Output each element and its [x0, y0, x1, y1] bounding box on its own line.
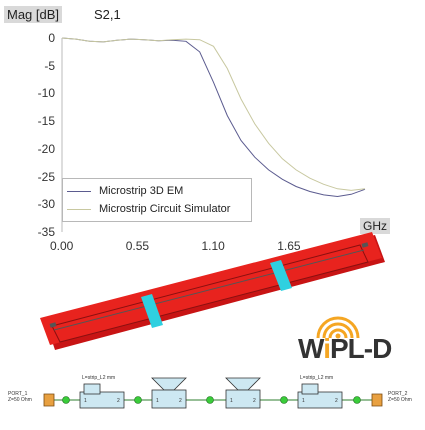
- logo-letter-i: i: [323, 333, 331, 364]
- node-2: [134, 396, 142, 404]
- port1-impedance: Z=50 Ohm: [8, 397, 32, 403]
- port2-impedance: Z=50 Ohm: [388, 397, 412, 403]
- port1-name: PORT_1: [8, 391, 28, 397]
- tline2-pin1: 1: [302, 398, 305, 404]
- node-3: [206, 396, 214, 404]
- tline1-length: L=strip_L2 mm: [82, 375, 116, 381]
- y-tick-label: 0: [48, 31, 55, 45]
- port-end-right: [361, 242, 369, 248]
- y-axis-label: Mag [dB]: [4, 6, 63, 23]
- y-tick-label: -25: [37, 169, 55, 184]
- logo-letter-w: W: [298, 333, 324, 364]
- tline-2: [297, 391, 343, 409]
- x-axis-label: GHz: [360, 218, 390, 234]
- y-tick-label: -15: [37, 114, 55, 129]
- stub1-pin2: 2: [179, 398, 182, 404]
- legend-label-circuit: Microstrip Circuit Simulator: [99, 203, 231, 215]
- schematic-drawing: [43, 377, 383, 409]
- wifi-arcs-icon: [316, 316, 360, 339]
- chart-title: S2,1: [94, 7, 121, 22]
- y-tick-label: -30: [37, 197, 55, 212]
- y-tick-label: -5: [44, 58, 55, 73]
- stub1-pin1: 1: [156, 398, 159, 404]
- node-1: [62, 396, 70, 404]
- stub-left: [141, 294, 163, 328]
- y-tick-label: -35: [37, 225, 55, 239]
- circuit-schematic: PORT_1 Z=50 Ohm PORT_2 Z=50 Ohm L=strip_…: [0, 370, 425, 425]
- port-end-left: [49, 322, 57, 328]
- tline2-pin2: 2: [335, 398, 338, 404]
- board-outline: [51, 244, 369, 343]
- board-top: [40, 232, 382, 345]
- x-tick-label: 0.55: [125, 239, 150, 253]
- stub-right: [270, 260, 292, 291]
- y-tick-label: -10: [37, 86, 55, 101]
- logo-letters-rest: PL-D: [329, 333, 392, 364]
- stub-element-2: [225, 377, 261, 391]
- port1-symbol: [43, 393, 55, 407]
- tline-1: [79, 391, 125, 409]
- stub-element-1: [151, 377, 187, 391]
- port2-name: PORT_2: [388, 391, 408, 397]
- x-tick-label: 0.00: [50, 239, 74, 253]
- stub2-pin2: 2: [253, 398, 256, 404]
- node-5: [353, 396, 361, 404]
- legend-item-em: Microstrip 3D EM: [67, 184, 183, 198]
- tline1-pin2: 2: [117, 398, 120, 404]
- y-tick-label: -20: [37, 141, 55, 156]
- stub2-pin1: 1: [230, 398, 233, 404]
- strip-edge-line: [53, 249, 365, 331]
- series-line-1: [61, 37, 366, 191]
- node-4: [280, 396, 288, 404]
- wipl-d-wordmark: WiPL-D: [298, 333, 392, 364]
- chart-legend: Microstrip 3D EM Microstrip Circuit Simu…: [62, 178, 252, 222]
- wipl-d-logo: WiPL-D: [294, 314, 425, 370]
- tline1-pin1: 1: [84, 398, 87, 404]
- port2-symbol: [371, 393, 383, 407]
- x-tick-label: 1.10: [201, 239, 225, 253]
- legend-label-em: Microstrip 3D EM: [99, 185, 184, 197]
- legend-item-circuit: Microstrip Circuit Simulator: [67, 202, 230, 216]
- tline2-length: L=strip_L2 mm: [300, 375, 334, 381]
- legend-swatch-em: [67, 190, 91, 192]
- legend-swatch-circuit: [67, 208, 91, 210]
- x-tick-label: 1.65: [277, 239, 301, 253]
